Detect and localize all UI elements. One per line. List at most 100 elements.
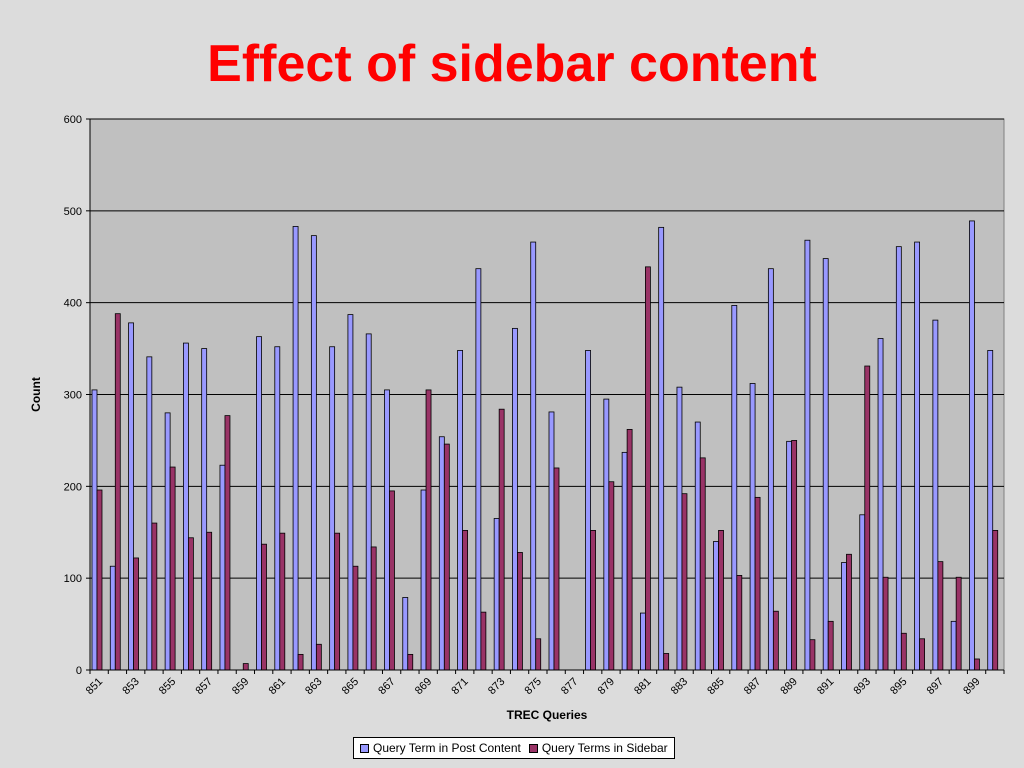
- bar-s0-890: [804, 239, 811, 671]
- bar-s0-879: [603, 398, 610, 671]
- bar-s1-870: [443, 443, 450, 671]
- y-tick-label: 500: [64, 206, 82, 218]
- bar-s1-884: [699, 457, 706, 671]
- legend-label-sidebar: Query Terms in Sidebar: [541, 741, 668, 755]
- bar-s0-861: [274, 346, 281, 671]
- bar-s1-879: [608, 481, 615, 671]
- bar-s0-865: [347, 314, 354, 671]
- x-tick-label: 861: [267, 676, 288, 697]
- x-tick-label: 887: [742, 676, 763, 697]
- x-tick-label: 879: [596, 676, 617, 697]
- y-axis-title: Count: [29, 377, 43, 412]
- legend-item-post-content: Query Term in Post Content: [360, 741, 521, 755]
- bar-s1-895: [900, 632, 907, 671]
- x-tick-label: 889: [778, 676, 799, 697]
- bar-s1-859: [242, 663, 249, 671]
- bar-s0-894: [877, 338, 884, 671]
- bar-s0-864: [329, 346, 336, 671]
- bar-s1-896: [919, 638, 925, 671]
- y-tick-label: 0: [76, 665, 82, 677]
- bar-s0-867: [384, 389, 390, 671]
- bar-s0-875: [530, 241, 537, 671]
- x-tick-label: 893: [852, 676, 873, 697]
- bar-s1-874: [517, 552, 523, 671]
- legend-swatch-post-content: [360, 743, 369, 753]
- bar-s1-868: [407, 653, 414, 671]
- legend-swatch-sidebar: [528, 743, 538, 753]
- bar-s1-851: [96, 489, 103, 671]
- y-tick-label: 600: [64, 114, 82, 126]
- bar-s1-854: [151, 522, 158, 671]
- x-tick-label: 871: [449, 676, 470, 697]
- legend-label-post-content: Query Term in Post Content: [373, 741, 521, 755]
- bar-s0-851: [91, 389, 98, 671]
- bar-s1-882: [663, 653, 670, 671]
- bar-s1-864: [334, 532, 341, 671]
- x-tick-label: 869: [413, 676, 434, 697]
- bar-s1-869: [425, 389, 432, 671]
- x-tick-label: 881: [632, 676, 653, 697]
- bar-s1-855: [169, 466, 176, 671]
- bar-s0-866: [365, 333, 372, 671]
- chart-title: Effect of sidebar content: [207, 35, 817, 93]
- x-tick-label: 863: [303, 676, 324, 697]
- bar-s0-878: [585, 350, 591, 671]
- y-tick-label: 200: [64, 481, 82, 493]
- x-axis-title: TREC Queries: [507, 708, 588, 722]
- bar-s1-863: [315, 643, 322, 671]
- bar-s1-898: [955, 576, 962, 671]
- x-tick-label: 895: [888, 676, 909, 697]
- bar-s1-872: [480, 611, 487, 671]
- bar-s0-895: [895, 246, 902, 671]
- bar-s0-898: [950, 620, 957, 671]
- bar-s1-853: [133, 557, 139, 671]
- bar-s0-858: [219, 464, 226, 671]
- bar-s0-885: [713, 541, 719, 671]
- bar-s1-887: [754, 496, 761, 671]
- x-tick-label: 885: [705, 676, 726, 697]
- x-tick-label: 859: [230, 676, 251, 697]
- bar-s0-862: [292, 226, 299, 671]
- bar-s1-875: [535, 638, 542, 671]
- bar-s1-866: [370, 546, 377, 671]
- bar-s1-865: [352, 565, 359, 671]
- bar-s1-897: [937, 561, 944, 671]
- bar-s0-870: [438, 436, 445, 671]
- bar-s1-860: [261, 543, 267, 671]
- bar-s1-858: [224, 415, 231, 671]
- bar-s0-869: [420, 489, 427, 671]
- bar-s0-856: [182, 342, 189, 671]
- bar-s1-893: [864, 365, 871, 671]
- bar-s0-888: [767, 268, 774, 671]
- bar-s0-854: [146, 356, 153, 671]
- bar-s0-886: [731, 305, 738, 671]
- bar-s0-873: [493, 518, 500, 671]
- bar-s0-872: [475, 268, 482, 671]
- bar-s0-891: [822, 258, 829, 671]
- bar-s0-855: [164, 412, 171, 671]
- bar-s1-861: [279, 532, 286, 671]
- bar-s0-883: [676, 386, 683, 671]
- bar-s1-891: [827, 620, 834, 671]
- x-tick-label: 899: [961, 676, 982, 697]
- bar-s0-900: [987, 350, 994, 671]
- x-tick-label: 855: [157, 676, 178, 697]
- bar-s0-876: [548, 411, 555, 671]
- bar-s1-862: [297, 653, 304, 671]
- bar-s0-881: [640, 612, 646, 671]
- bar-s0-863: [310, 235, 317, 671]
- bar-s1-889: [791, 440, 798, 671]
- x-tick-label: 867: [376, 676, 397, 697]
- bar-s0-860: [256, 336, 262, 671]
- x-tick-label: 851: [84, 676, 105, 697]
- x-tick-label: 891: [815, 676, 836, 697]
- bar-s1-881: [645, 266, 651, 671]
- bar-s0-853: [128, 322, 134, 671]
- bar-s1-857: [206, 531, 213, 671]
- bar-s1-888: [772, 610, 779, 671]
- bar-s0-893: [859, 514, 866, 671]
- bar-s0-892: [841, 562, 847, 671]
- bar-s0-868: [402, 597, 409, 671]
- bar-s0-897: [932, 319, 939, 671]
